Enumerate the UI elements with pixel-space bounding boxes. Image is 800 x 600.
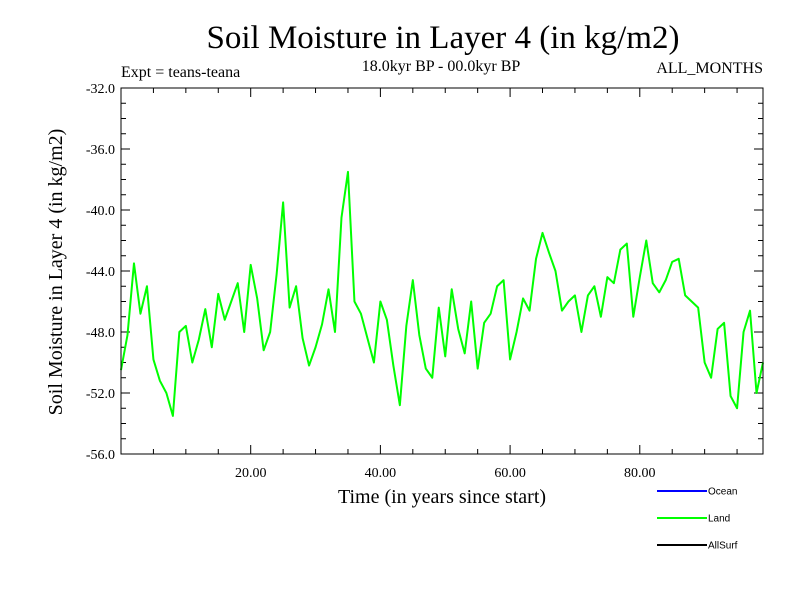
plot-frame xyxy=(120,87,764,455)
y-tick-label: -36.0 xyxy=(86,143,115,158)
tick-labels: -32.0 -36.0 -40.0 -44.0 -48.0 -52.0 -56.0 20.00… xyxy=(86,82,656,481)
y-tick-label: -32.0 xyxy=(86,82,115,97)
x-axis-label: Time (in years since start) xyxy=(338,486,546,508)
axis-ticks xyxy=(121,87,763,455)
y-tick-label: -48.0 xyxy=(86,326,115,341)
x-tick-label: 40.00 xyxy=(365,466,397,481)
chart-title: Soil Moisture in Layer 4 (in kg/m2) xyxy=(207,20,680,56)
x-tick-label: 80.00 xyxy=(624,466,656,481)
series-line-land xyxy=(120,170,764,417)
experiment-label: Expt = teans-teana xyxy=(121,64,240,81)
legend-label-land: Land xyxy=(708,514,730,525)
y-axis-label: Soil Moisture in Layer 4 (in kg/m2) xyxy=(45,129,67,416)
y-tick-label: -52.0 xyxy=(86,387,115,402)
x-tick-label: 20.00 xyxy=(235,466,267,481)
months-label: ALL_MONTHS xyxy=(656,60,763,77)
period-label: 18.0kyr BP - 00.0kyr BP xyxy=(362,58,521,75)
legend: Ocean Land AllSurf xyxy=(657,487,738,552)
y-tick-label: -44.0 xyxy=(86,265,115,280)
y-tick-label: -56.0 xyxy=(86,448,115,463)
legend-label-allsurf: AllSurf xyxy=(708,541,738,552)
plot-lines xyxy=(120,170,764,417)
legend-label-ocean: Ocean xyxy=(708,487,737,498)
x-tick-label: 60.00 xyxy=(494,466,526,481)
y-tick-label: -40.0 xyxy=(86,204,115,219)
